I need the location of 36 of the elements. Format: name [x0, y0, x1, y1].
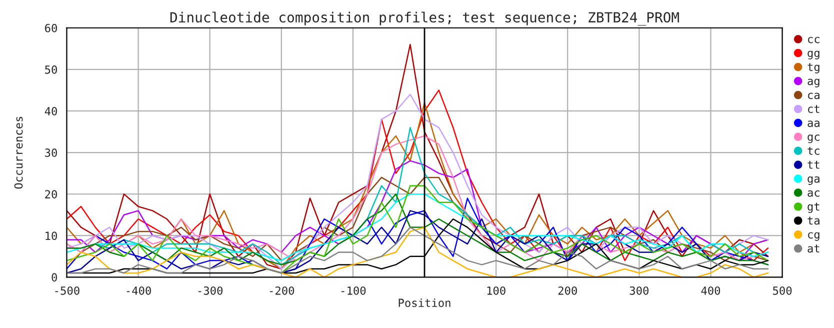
legend-label: ga — [808, 176, 820, 185]
y-tick-label: 60 — [45, 24, 57, 32]
legend-label: tg — [808, 63, 820, 74]
legend-label: tc — [808, 146, 820, 155]
legend-label: cg — [808, 232, 820, 241]
y-tick-label: 40 — [44, 106, 57, 116]
y-tick-label: 50 — [45, 65, 57, 74]
legend-label: ag — [808, 78, 820, 88]
legend-label: cc — [808, 36, 820, 44]
x-tick-label: -500 — [55, 286, 80, 295]
y-tick-label: 10 — [46, 232, 57, 240]
legend-label: ct — [808, 105, 820, 114]
x-tick-label: -300 — [198, 286, 222, 295]
x-tick-label: -400 — [126, 286, 151, 295]
x-tick-label: 100 — [487, 286, 506, 295]
chart-title: Dinucleotide composition profiles; test sequence; ZBTB24_PROM — [170, 12, 679, 26]
x-tick-label: 500 — [773, 286, 792, 295]
x-tick-label: -100 — [342, 286, 366, 295]
x-tick-label: 300 — [630, 286, 648, 295]
legend-label: at — [808, 244, 820, 253]
legend-label: gc — [808, 134, 820, 144]
legend-label: ac — [808, 190, 820, 197]
legend-label: gt — [808, 202, 820, 213]
y-tick-label: 30 — [45, 148, 57, 157]
x-axis-title: Position — [398, 298, 450, 308]
legend-label: gg — [808, 50, 820, 60]
legend-label: ca — [808, 92, 820, 100]
legend-label: ta — [808, 216, 820, 225]
x-tick-label: 200 — [558, 286, 577, 295]
y-tick-label: 20 — [45, 190, 57, 198]
x-tick-label: -200 — [270, 286, 294, 295]
x-tick-label: 400 — [701, 286, 720, 295]
y-axis-title: Occurrences — [14, 116, 23, 189]
legend-label: tt — [808, 160, 820, 169]
y-tick-label: 0 — [52, 273, 57, 282]
legend-label: aa — [808, 120, 820, 127]
